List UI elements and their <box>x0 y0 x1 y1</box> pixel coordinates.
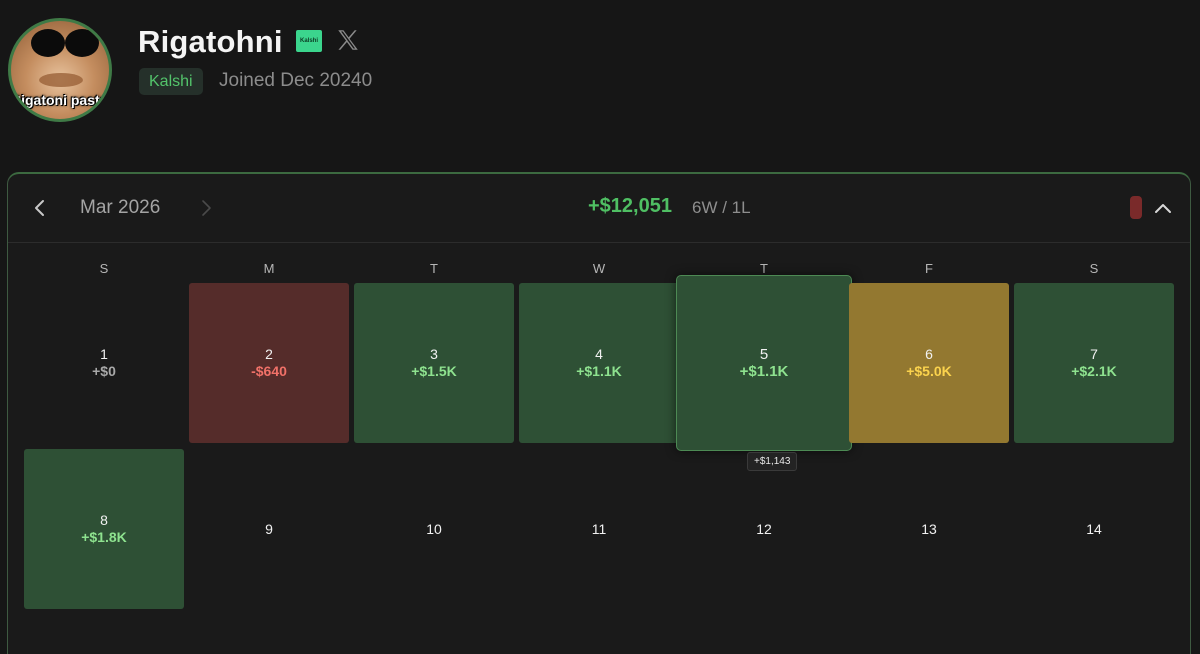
day-number: 9 <box>265 520 273 537</box>
avatar-eye-left <box>31 29 65 57</box>
avatar[interactable]: Rigatoni pasta <box>8 18 112 122</box>
calendar-header: Mar 2026 +$12,051 6W / 1L <box>8 174 1190 243</box>
kalshi-logo-icon: Kalshi <box>296 30 322 52</box>
weekday-label: T <box>430 261 438 276</box>
day-pnl: +$1.1K <box>576 363 622 379</box>
weekday-label: S <box>99 261 109 276</box>
day-number: 3 <box>430 346 438 362</box>
weekday-label: T <box>760 261 768 276</box>
win-loss-record: 6W / 1L <box>692 198 751 217</box>
month-label: Mar 2026 <box>80 197 161 218</box>
day-pnl: +$1.5K <box>411 363 457 379</box>
day-number: 1 <box>100 346 108 362</box>
avatar-mouth <box>39 73 83 87</box>
calendar-day-cell[interactable]: 3 +$1.5K <box>354 283 514 443</box>
day-number: 5 <box>759 346 769 363</box>
weekday-label: W <box>592 261 606 276</box>
calendar-day-cell[interactable]: 6 +$5.0K <box>849 283 1009 443</box>
day-number: 7 <box>1090 346 1098 362</box>
calendar-day-cell[interactable]: 5 +$1.1K <box>676 275 852 451</box>
day-number: 2 <box>265 346 273 362</box>
platform-badge: Kalshi <box>139 68 203 95</box>
day-number: 6 <box>925 346 933 362</box>
calendar-day-cell[interactable]: 2 -$640 <box>189 283 349 443</box>
weekday-label: S <box>1089 261 1099 276</box>
calendar-day-cell[interactable]: 12 <box>684 449 844 609</box>
calendar-day-cell[interactable]: 7 +$2.1K <box>1014 283 1174 443</box>
calendar-day-cell[interactable]: 9 <box>189 449 349 609</box>
chevron-right-icon[interactable] <box>196 198 216 218</box>
day-pnl: +$0 <box>92 363 116 379</box>
avatar-caption: Rigatoni pasta <box>11 92 108 108</box>
day-pnl: +$2.1K <box>1071 363 1117 379</box>
day-number: 10 <box>426 520 442 537</box>
color-swatch[interactable] <box>1130 196 1142 219</box>
day-number: 13 <box>921 520 937 537</box>
chevron-left-icon[interactable] <box>30 198 50 218</box>
day-number: 8 <box>100 512 108 528</box>
monthly-total-pnl: +$12,051 <box>588 195 672 217</box>
calendar-day-cell[interactable]: 8 +$1.8K <box>24 449 184 609</box>
calendar-day-cell[interactable]: 4 +$1.1K <box>519 283 679 443</box>
day-pnl: +$1.1K <box>739 363 789 380</box>
weekday-label: M <box>263 261 275 276</box>
username: Rigatohni <box>138 24 283 59</box>
weekday-label: F <box>925 261 933 276</box>
day-pnl: +$1.8K <box>81 529 127 545</box>
joined-date: Joined Dec 20240 <box>219 70 373 91</box>
calendar-day-cell[interactable]: 10 <box>354 449 514 609</box>
day-number: 11 <box>591 520 607 537</box>
day-pnl: +$5.0K <box>906 363 952 379</box>
calendar-day-cell[interactable]: 1 +$0 <box>24 283 184 443</box>
calendar-day-cell[interactable]: 13 <box>849 449 1009 609</box>
day-number: 12 <box>756 520 772 537</box>
chevron-up-icon[interactable] <box>1152 198 1174 218</box>
avatar-eye-right <box>65 29 99 57</box>
day-tooltip: +$1,143 <box>747 452 798 471</box>
day-pnl: -$640 <box>251 363 287 379</box>
day-number: 14 <box>1086 520 1102 537</box>
day-number: 4 <box>595 346 603 362</box>
calendar-day-cell[interactable]: 11 <box>519 449 679 609</box>
calendar-day-cell[interactable]: 14 <box>1014 449 1174 609</box>
x-logo-icon[interactable] <box>335 27 361 53</box>
